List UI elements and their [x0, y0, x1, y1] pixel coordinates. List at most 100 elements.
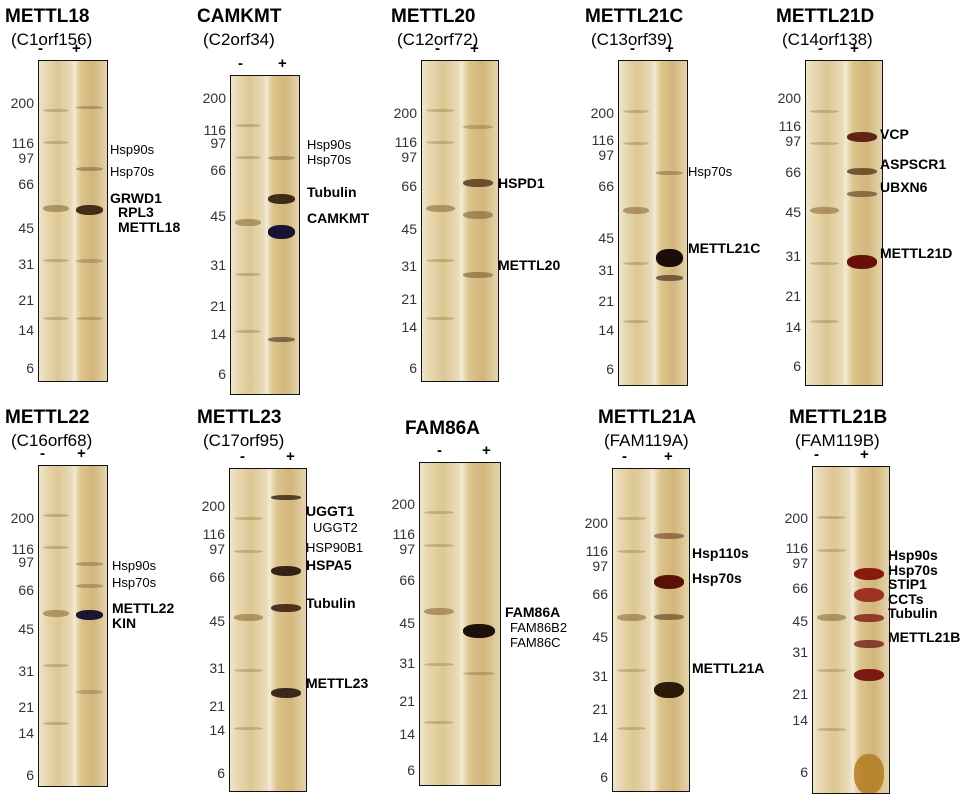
mw-marker: 200 — [202, 90, 226, 106]
band — [234, 517, 263, 521]
lane-plus — [463, 61, 494, 381]
mw-marker: 6 — [409, 360, 417, 376]
band — [655, 248, 683, 267]
band — [75, 610, 103, 620]
gel-image-mettl21c — [618, 60, 688, 386]
mw-marker: 116 — [11, 541, 34, 557]
mw-marker: 200 — [393, 105, 417, 121]
lane-minus-label: - — [238, 55, 243, 72]
band-annotation: METTL20 — [498, 257, 561, 273]
mw-marker: 66 — [209, 569, 225, 585]
band-annotation: VCP — [880, 126, 909, 142]
band-annotation: Tubulin — [306, 595, 356, 611]
mw-marker: 97 — [785, 133, 801, 149]
band — [817, 669, 846, 673]
mw-marker: 66 — [401, 178, 417, 194]
band-annotation: Hsp90s — [110, 142, 155, 157]
band — [75, 259, 103, 264]
mw-marker: 21 — [401, 291, 417, 307]
band — [424, 720, 455, 724]
band — [235, 330, 261, 334]
mw-marker: 31 — [592, 668, 608, 684]
mw-marker: 6 — [606, 361, 614, 377]
band — [854, 568, 885, 581]
band — [655, 171, 683, 176]
lane-plus-label: + — [482, 442, 491, 459]
mw-marker: 45 — [210, 208, 226, 224]
band — [235, 155, 261, 159]
gel-image-mettl21d — [805, 60, 883, 386]
panel-title: METTL21A — [598, 407, 697, 428]
band — [43, 205, 69, 212]
panel-subtitle: (C16orf68) — [11, 431, 93, 450]
mw-marker: 45 — [592, 629, 608, 645]
band-annotation: Hsp70s — [692, 570, 742, 586]
band — [43, 664, 69, 668]
mw-marker: 200 — [391, 496, 415, 512]
panel-title: METTL22 — [5, 407, 90, 428]
band — [623, 261, 649, 265]
band — [810, 261, 839, 265]
mw-marker: 200 — [201, 498, 225, 514]
band-annotation: Tubulin — [888, 605, 938, 621]
mw-marker: 200 — [777, 90, 801, 106]
mw-marker: 31 — [210, 257, 226, 273]
band — [463, 272, 494, 279]
lane-plus-label: + — [665, 40, 674, 57]
lane-minus — [235, 76, 261, 394]
lane-minus-label: - — [435, 40, 440, 57]
band — [847, 132, 878, 143]
mw-marker: 66 — [598, 178, 614, 194]
band — [424, 511, 455, 515]
mw-marker: 6 — [800, 764, 808, 780]
mw-marker: 14 — [210, 326, 226, 342]
band — [463, 179, 494, 188]
lane-minus — [424, 463, 455, 785]
lane-minus-label: - — [814, 446, 819, 463]
mw-marker: 45 — [401, 221, 417, 237]
mw-marker: 97 — [401, 149, 417, 165]
band-annotation: Hsp110s — [692, 545, 749, 561]
lane-plus — [654, 469, 685, 791]
band — [817, 548, 846, 552]
mw-marker: 6 — [407, 762, 415, 778]
lane-minus — [426, 61, 455, 381]
panel-subtitle: (C2orf34) — [203, 30, 275, 49]
band — [623, 109, 649, 113]
band-annotation: FAM86A — [505, 604, 561, 620]
band — [854, 753, 885, 793]
band — [617, 549, 646, 553]
band — [463, 125, 494, 129]
panel-subtitle: (FAM119A) — [604, 431, 689, 450]
panel-title: METTL21C — [585, 6, 684, 27]
mw-marker: 200 — [784, 510, 808, 526]
band-annotation: KIN — [112, 615, 137, 631]
mw-marker: 45 — [209, 613, 225, 629]
mw-marker: 200 — [10, 95, 34, 111]
mw-marker: 116 — [11, 135, 34, 151]
band — [424, 543, 455, 547]
mw-marker: 66 — [592, 586, 608, 602]
panel-subtitle: (C14orf138) — [782, 30, 873, 49]
mw-marker: 116 — [202, 526, 225, 542]
band — [43, 722, 69, 725]
panel-subtitle: (C1orf156) — [11, 30, 93, 49]
band-annotation: METTL21A — [692, 660, 765, 676]
band — [655, 274, 683, 281]
band-annotation: METTL21B — [888, 629, 961, 645]
band — [235, 273, 261, 277]
mw-marker: 14 — [399, 726, 415, 742]
band — [617, 613, 646, 621]
mw-marker: 14 — [18, 322, 34, 338]
band-annotation: METTL18 — [118, 219, 181, 235]
mw-marker: 14 — [592, 729, 608, 745]
band — [43, 141, 69, 144]
mw-marker: 116 — [585, 543, 608, 559]
mw-marker: 21 — [210, 298, 226, 314]
mw-marker: 6 — [26, 767, 34, 783]
gel-image-fam86a — [419, 462, 501, 786]
band — [43, 610, 69, 617]
band-annotation: METTL22 — [112, 600, 175, 616]
panel-title: METTL20 — [391, 6, 476, 27]
lane-minus — [43, 466, 69, 786]
